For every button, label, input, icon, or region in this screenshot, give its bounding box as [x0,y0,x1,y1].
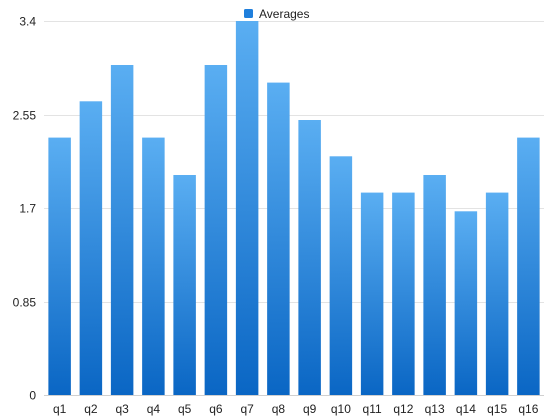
x-tick-label: q3 [115,402,129,416]
x-tick-label: q12 [393,402,413,416]
legend-label: Averages [259,7,309,21]
x-tick-label: q9 [303,402,317,416]
x-tick-label: q14 [456,402,476,416]
legend: Averages [244,7,309,21]
x-tick-label: q4 [147,402,161,416]
bar-series [48,21,540,396]
bar-q6 [204,65,228,395]
bar-q8 [267,82,290,395]
x-tick-label: q11 [363,402,382,416]
x-tick-label: q1 [53,402,67,416]
y-tick-label: 3.4 [19,15,36,29]
x-tick-label: q5 [178,402,192,416]
bar-q1 [48,137,71,395]
bar-q11 [360,192,384,395]
bar-q10 [329,156,353,395]
bar-q9 [298,120,321,395]
bar-q15 [485,192,509,395]
x-tick-label: q2 [84,402,98,416]
y-tick-label: 0.85 [13,296,37,310]
x-tick-label: q8 [272,402,286,416]
y-tick-label: 1.7 [19,202,36,216]
bar-q13 [423,175,446,395]
bar-q2 [79,101,103,396]
x-tick-label: q10 [331,402,351,416]
bar-q3 [110,65,134,395]
y-axis-ticks: 0 0.85 1.7 2.55 3.4 [13,15,37,403]
x-tick-label: q13 [425,402,445,416]
x-tick-label: q6 [209,402,223,416]
bar-q12 [392,192,415,395]
x-tick-label: q16 [518,402,538,416]
legend-swatch [244,9,253,18]
y-tick-label: 0 [29,389,36,403]
bar-q4 [142,137,165,395]
bar-q14 [454,211,478,395]
y-tick-label: 2.55 [13,109,37,123]
bar-q16 [517,137,540,395]
x-tick-label: q7 [240,402,254,416]
x-axis-ticks: q1 q2 q3 q4 q5 q6 q7 q8 q9 q10 q11 q12 q13 q14 q15 q16 [53,402,539,416]
bar-q7 [235,21,259,395]
x-tick-label: q15 [487,402,507,416]
bar-q5 [173,175,196,395]
